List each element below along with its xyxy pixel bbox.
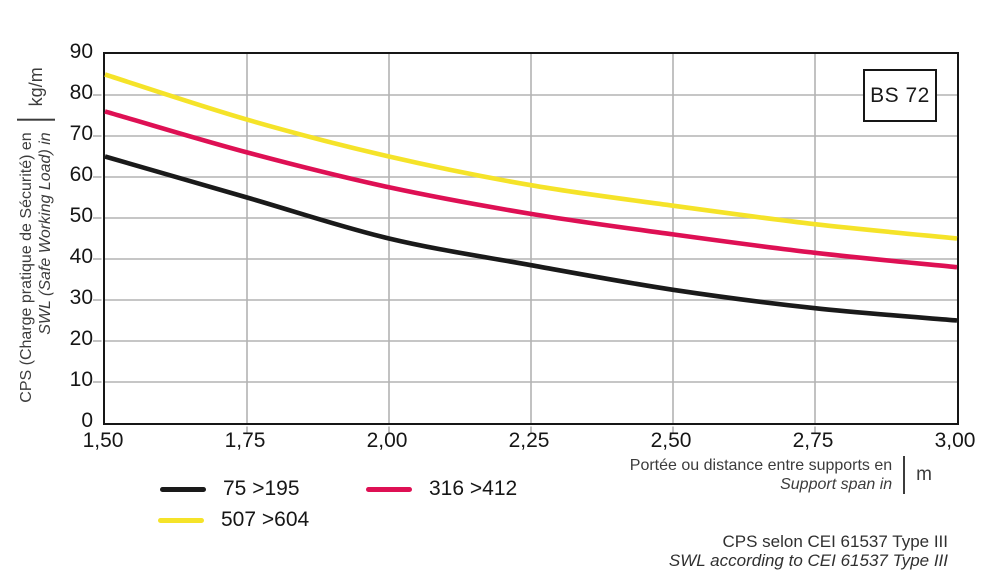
y-tick-label: 30 (69, 286, 93, 309)
standard-note-en: SWL according to CEI 61537 Type III (668, 551, 948, 570)
y-axis-title-row: CPS (Charge pratique de Sécurité) en SWL… (17, 67, 55, 403)
legend-item: 75 >195 (160, 477, 300, 500)
legend-label: 316 >412 (429, 477, 518, 500)
plot-area (93, 52, 959, 434)
x-axis-unit-divider (903, 456, 906, 494)
legend-label: 75 >195 (223, 477, 300, 500)
legend-swatch (158, 517, 204, 523)
legend-label: 507 >604 (221, 508, 310, 531)
curves-svg (93, 54, 958, 434)
x-axis-unit: m (916, 464, 932, 485)
legend-item: 507 >604 (158, 508, 310, 531)
x-tick-label: 2,50 (650, 429, 692, 452)
x-axis-label-en: Support span in (780, 476, 893, 493)
x-tick-label: 2,00 (366, 429, 408, 452)
standard-note-fr: CPS selon CEI 61537 Type III (722, 532, 948, 551)
y-tick-label: 60 (69, 163, 93, 186)
x-axis-title: Portée ou distance entre supports en Sup… (630, 456, 932, 494)
y-tick-label: 50 (69, 204, 93, 227)
x-tick-label: 2,25 (508, 429, 550, 452)
x-tick-label: 1,50 (82, 429, 124, 452)
y-tick-label: 40 (69, 245, 93, 268)
standard-note: CPS selon CEI 61537 Type III SWL accordi… (669, 532, 948, 570)
x-tick-label: 2,75 (792, 429, 834, 452)
legend-item: 316 >412 (366, 477, 518, 500)
y-tick-label: 70 (69, 122, 93, 145)
x-axis-label-fr: Portée ou distance entre supports en (629, 457, 893, 474)
x-tick-label: 1,75 (224, 429, 266, 452)
y-tick-label: 80 (69, 81, 93, 104)
x-tick-label: 3,00 (934, 429, 976, 452)
y-tick-label: 0 (81, 409, 93, 432)
x-axis-title-text: Portée ou distance entre supports en Sup… (630, 456, 892, 494)
y-tick-label: 90 (69, 40, 93, 63)
curve-507-604 (104, 72, 958, 241)
legend-swatch (160, 486, 206, 492)
curve-75-195 (104, 154, 958, 323)
y-axis-unit-divider (17, 118, 55, 121)
product-badge: BS 72 (863, 69, 937, 122)
y-tick-label: 10 (69, 368, 93, 391)
curve-316-412 (104, 109, 958, 270)
legend-swatch (366, 486, 412, 492)
y-tick-label: 20 (69, 327, 93, 350)
